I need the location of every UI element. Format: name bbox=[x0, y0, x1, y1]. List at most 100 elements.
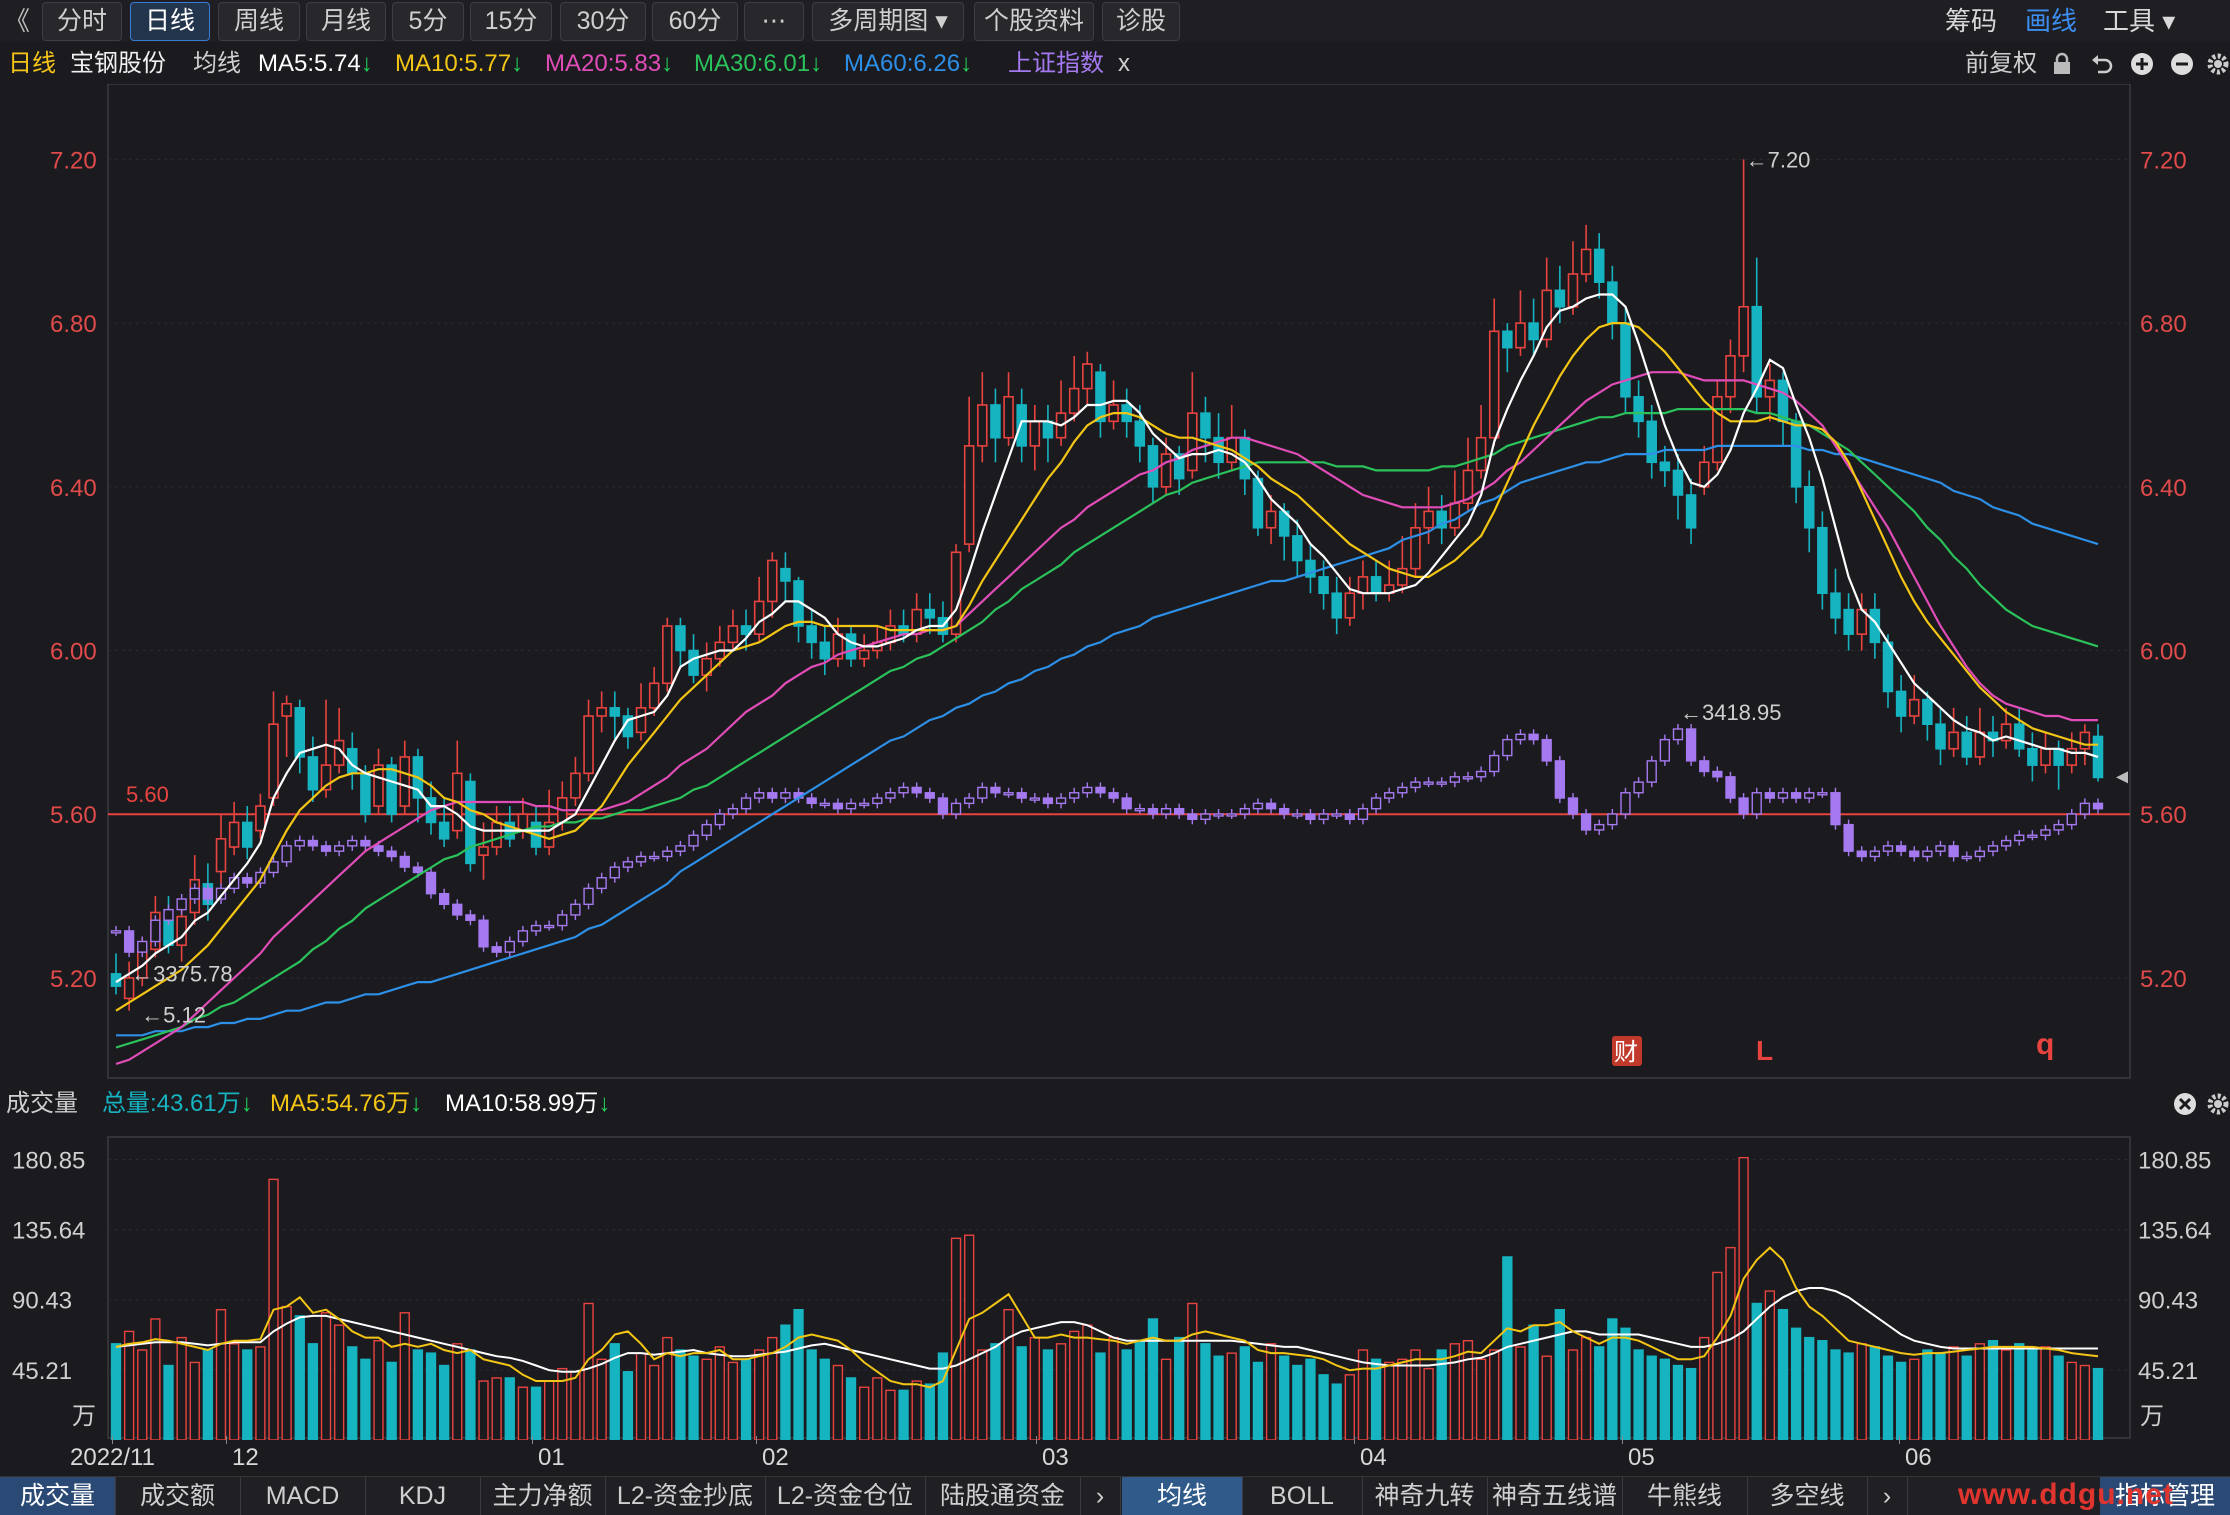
tab-7[interactable]: 60分 bbox=[652, 2, 738, 41]
index-candle bbox=[635, 855, 647, 863]
candle-body bbox=[1935, 723, 1946, 750]
candle-body bbox=[1318, 576, 1329, 595]
candle-body bbox=[1475, 436, 1487, 472]
volume-bar bbox=[1922, 1349, 1933, 1440]
volume-bar bbox=[635, 1352, 647, 1440]
kline-chart[interactable]: 7.20 7.20 6.80 6.80 6.40 6.40 6.00 6.00 5.60 5.60… bbox=[0, 84, 2230, 1440]
tab-3[interactable]: 月线 bbox=[306, 2, 386, 41]
tab-4[interactable]: 5分 bbox=[392, 2, 464, 41]
settings-icon[interactable] bbox=[2206, 52, 2230, 76]
candle-body bbox=[648, 682, 660, 709]
candle-body bbox=[1580, 248, 1592, 275]
chevron-right-icon[interactable]: › bbox=[1867, 1477, 1908, 1515]
index-candle bbox=[373, 845, 384, 852]
draw-line-button[interactable]: 画线 bbox=[2025, 6, 2078, 36]
candle-body bbox=[1095, 371, 1106, 423]
overlay-tab[interactable]: 多空线 bbox=[1747, 1477, 1868, 1515]
volume-bar bbox=[1554, 1308, 1566, 1440]
tab-2[interactable]: 周线 bbox=[218, 2, 300, 41]
date-tick: 02 bbox=[762, 1444, 789, 1471]
candle-body bbox=[2053, 747, 2064, 766]
indicator-tab[interactable]: L2-资金仓位 bbox=[765, 1477, 926, 1515]
ma-label[interactable]: 均线 bbox=[193, 50, 241, 77]
candle-body bbox=[1436, 510, 1447, 529]
indicator-tab[interactable]: 成交额 bbox=[115, 1477, 241, 1515]
indicator-tab[interactable]: MACD bbox=[240, 1477, 366, 1515]
index-candle bbox=[163, 908, 174, 921]
tab-0[interactable]: 分时 bbox=[42, 2, 122, 41]
index-overlay-close[interactable]: x bbox=[1118, 50, 1130, 77]
indicator-tab[interactable]: 成交量 bbox=[0, 1477, 116, 1515]
index-candle bbox=[1987, 845, 1999, 852]
tab-5[interactable]: 15分 bbox=[470, 2, 552, 41]
tab-1[interactable]: 日线 bbox=[130, 2, 210, 41]
indicator-tabs: 成交量 成交额 MACD KDJ 主力净额 L2-资金抄底 L2-资金仓位 陆股通资金 › 均线 B… bbox=[0, 1476, 2230, 1515]
volume-bar bbox=[1869, 1346, 1881, 1440]
indicator-manage-button[interactable]: 指标管理 bbox=[2100, 1477, 2230, 1515]
index-candle bbox=[1410, 781, 1421, 789]
ma5-line bbox=[115, 293, 2099, 984]
chevron-right-icon[interactable]: › bbox=[1080, 1477, 1121, 1515]
indicator-tab[interactable]: 陆股通资金 bbox=[925, 1477, 1081, 1515]
volume-bar bbox=[1580, 1336, 1592, 1440]
tab-6[interactable]: 30分 bbox=[560, 2, 646, 41]
indicator-tab[interactable]: L2-资金抄底 bbox=[605, 1477, 766, 1515]
date-tick: 2022/11 bbox=[70, 1444, 155, 1471]
index-candle bbox=[1292, 813, 1303, 817]
back-icon[interactable]: 《 bbox=[4, 6, 31, 36]
index-candle bbox=[294, 839, 305, 847]
index-candle bbox=[517, 930, 529, 943]
zoom-out-icon[interactable] bbox=[2170, 52, 2194, 76]
index-candle bbox=[675, 845, 686, 852]
overlay-tab[interactable]: BOLL bbox=[1242, 1477, 1363, 1515]
volume-bar bbox=[1016, 1346, 1027, 1440]
tab-10[interactable]: 个股资料 bbox=[974, 2, 1094, 41]
date-tick: 06 bbox=[1905, 1444, 1932, 1471]
adjust-mode[interactable]: 前复权 bbox=[1965, 50, 2037, 77]
price-tick-left: 5.60 bbox=[50, 802, 97, 829]
lock-icon[interactable] bbox=[2050, 52, 2074, 76]
volume-bar bbox=[1935, 1352, 1946, 1440]
tools-menu[interactable]: 工具 ▾ bbox=[2103, 6, 2176, 36]
index-candle bbox=[701, 823, 712, 836]
index-candle bbox=[1725, 776, 1736, 799]
candle-body bbox=[360, 772, 371, 816]
indicator-tab[interactable]: KDJ bbox=[365, 1477, 481, 1515]
index-candle bbox=[1134, 807, 1145, 812]
undo-icon[interactable] bbox=[2090, 52, 2114, 76]
volume-tick-left: 90.43 bbox=[12, 1288, 72, 1315]
index-candle bbox=[2014, 834, 2025, 842]
tab-9[interactable]: 多周期图 ▾ bbox=[812, 2, 964, 41]
close-icon[interactable] bbox=[2173, 1092, 2197, 1116]
tab-11[interactable]: 诊股 bbox=[1102, 2, 1180, 41]
candle-body bbox=[1042, 420, 1054, 439]
zoom-in-icon[interactable] bbox=[2130, 52, 2154, 76]
index-candle bbox=[2066, 813, 2077, 826]
overlay-tab[interactable]: 神奇五线谱 bbox=[1487, 1477, 1623, 1515]
overlay-tab[interactable]: 均线 bbox=[1122, 1477, 1243, 1515]
volume-bar bbox=[1895, 1361, 1907, 1440]
candle-body bbox=[1908, 698, 1920, 717]
volume-title[interactable]: 成交量 bbox=[6, 1090, 78, 1117]
volume-bar bbox=[714, 1346, 725, 1440]
chip-distribution-button[interactable]: 筹码 bbox=[1945, 6, 1998, 36]
index-candle bbox=[1475, 770, 1487, 778]
overlay-tab[interactable]: 神奇九转 bbox=[1362, 1477, 1488, 1515]
index-candle bbox=[1449, 776, 1460, 783]
indicator-tab[interactable]: 主力净额 bbox=[480, 1477, 606, 1515]
index-candle bbox=[347, 839, 358, 847]
candle-body bbox=[583, 715, 594, 775]
settings-icon[interactable] bbox=[2206, 1092, 2230, 1116]
volume-ma10: MA10:58.99万↓ bbox=[445, 1090, 611, 1117]
index-candle bbox=[1121, 797, 1132, 810]
price-tick-right: 6.00 bbox=[2140, 639, 2187, 666]
overlay-tab[interactable]: 牛熊线 bbox=[1622, 1477, 1748, 1515]
tab-more[interactable]: ⋯ bbox=[744, 2, 804, 41]
volume-bar bbox=[754, 1349, 765, 1440]
stock-name[interactable]: 宝钢股份 bbox=[70, 50, 166, 77]
index-overlay-label[interactable]: 上证指数 bbox=[1008, 50, 1104, 77]
volume-bar bbox=[780, 1324, 791, 1440]
date-tick-mark bbox=[1354, 1436, 1355, 1444]
index-candle bbox=[570, 903, 581, 916]
date-tick: 12 bbox=[232, 1444, 259, 1471]
